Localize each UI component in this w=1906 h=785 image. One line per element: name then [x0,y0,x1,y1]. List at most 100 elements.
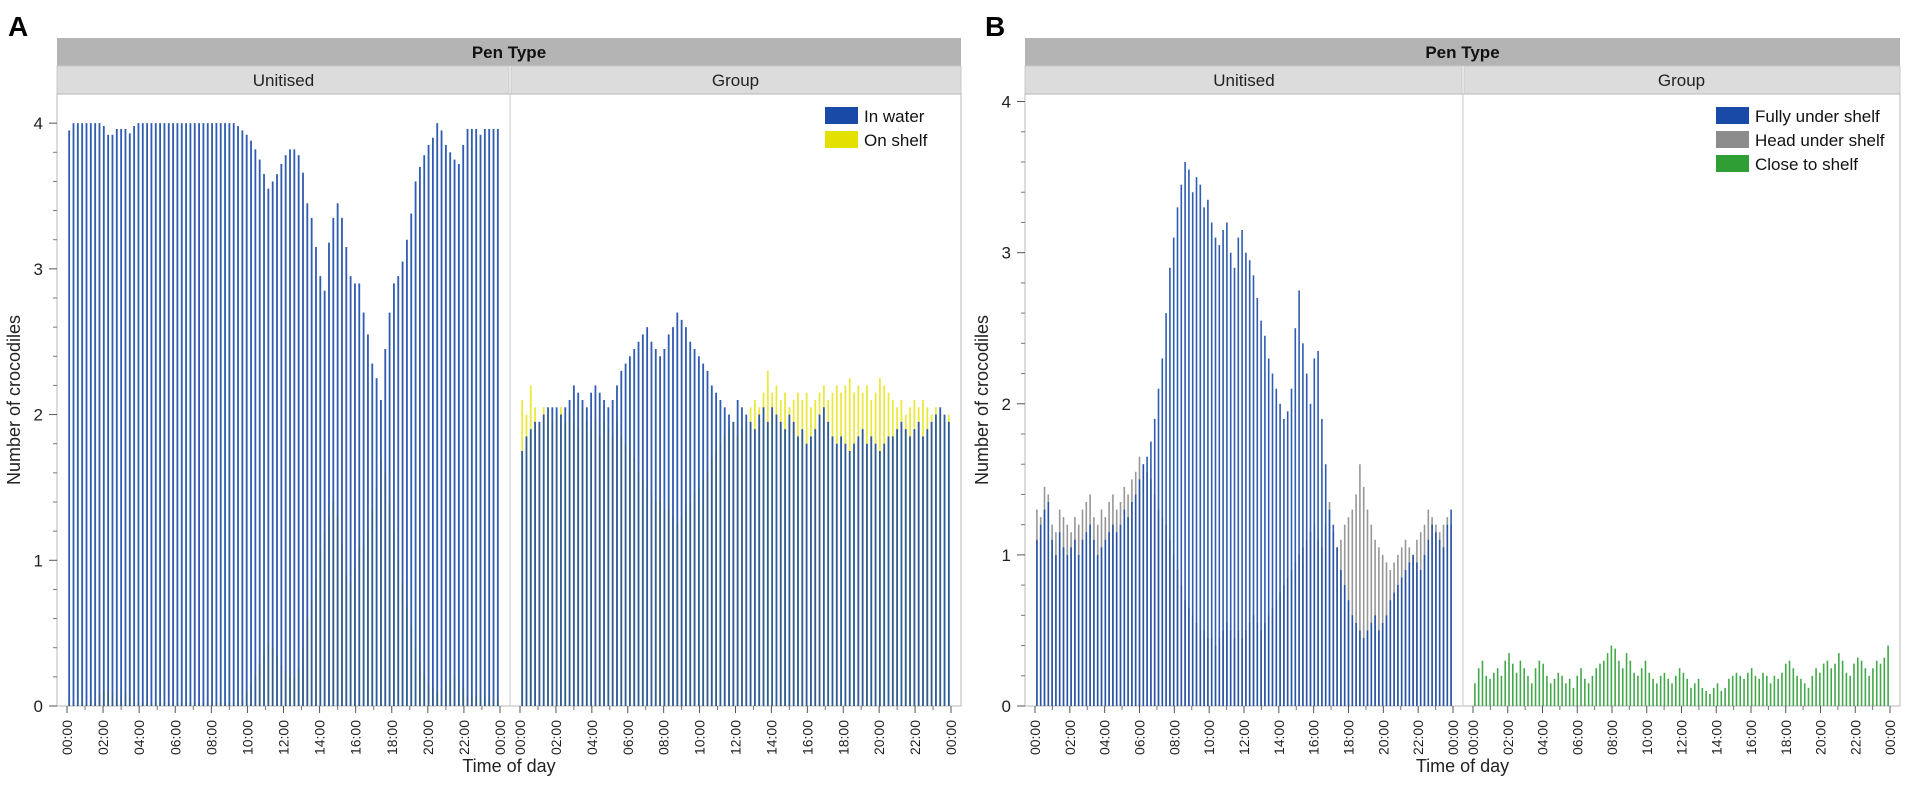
bar-in-water [302,172,304,706]
bar-in-water [189,123,192,706]
bar-in-water [909,436,911,706]
pen-type-label: Pen Type [1425,43,1499,62]
bar-in-water [380,400,382,706]
bar-close-to-shelf [1769,683,1772,706]
bar-close-to-shelf [1595,668,1597,706]
bar-in-water [878,451,881,706]
bar-fully-under-shelf [1264,335,1266,706]
bar-in-water [913,429,916,706]
bar-in-water [861,429,864,706]
bar-in-water [193,123,196,706]
bar-in-water [68,130,71,706]
bar-fully-under-shelf [1226,222,1228,706]
bar-fully-under-shelf [1123,509,1126,706]
bar-in-water [870,436,873,706]
bar-fully-under-shelf [1351,615,1354,706]
bar-fully-under-shelf [1397,585,1399,706]
bar-fully-under-shelf [1062,547,1065,706]
bar-in-water [267,188,270,706]
bar-fully-under-shelf [1081,539,1084,706]
facet-header-group [510,65,962,95]
bar-close-to-shelf [1868,675,1870,706]
bar-in-water [947,421,950,706]
bar-in-water [453,159,456,706]
bar-in-water [646,327,649,706]
bar-close-to-shelf [1614,648,1616,706]
bar-in-water [594,385,597,706]
y-tick-label: 2 [34,406,43,425]
bar-in-water [332,217,335,707]
bar-fully-under-shelf [1378,630,1380,706]
bar-in-water [388,312,391,706]
x-tick-label: 18:00 [1341,720,1357,755]
bar-in-water [810,436,812,706]
bar-close-to-shelf [1803,683,1806,706]
bar-in-water [206,123,209,706]
bar-in-water [801,429,804,706]
bar-close-to-shelf [1667,678,1670,706]
bar-fully-under-shelf [1104,539,1107,706]
bar-close-to-shelf [1652,678,1654,706]
x-tick-label: 16:00 [348,720,364,755]
bar-close-to-shelf [1701,687,1704,706]
bar-close-to-shelf [1474,683,1476,706]
bar-fully-under-shelf [1142,464,1145,706]
bar-close-to-shelf [1538,660,1541,706]
bar-close-to-shelf [1519,660,1522,706]
bar-fully-under-shelf [1245,252,1247,707]
bar-in-water [840,436,842,706]
bar-close-to-shelf [1781,672,1783,706]
y-axis-title: Number of crocodiles [972,315,992,485]
bar-in-water [128,133,131,707]
bar-close-to-shelf [1697,678,1700,706]
facet-label-unitised: Unitised [253,71,314,90]
bar-in-water [258,159,261,706]
bar-fully-under-shelf [1309,403,1312,706]
bar-in-water [375,378,378,706]
bar-in-water [797,436,799,706]
bar-close-to-shelf [1709,693,1711,706]
bar-in-water [676,312,679,706]
bar-fully-under-shelf [1294,328,1297,706]
y-tick-label: 1 [1002,546,1011,565]
bar-in-water [891,436,894,706]
bar-close-to-shelf [1853,663,1855,706]
bar-in-water [866,443,868,706]
bar-fully-under-shelf [1359,630,1361,706]
bar-in-water [844,443,847,706]
legend-swatch-in-water [825,107,858,124]
bar-in-water [98,123,101,706]
bar-in-water [827,421,830,706]
x-tick-label: 08:00 [203,720,219,755]
bar-close-to-shelf [1508,653,1510,706]
bar-fully-under-shelf [1313,358,1316,706]
legend-label-close-to-shelf: Close to shelf [1755,155,1858,174]
bar-in-water [529,429,532,706]
bar-in-water [85,123,88,706]
x-tick-label: 14:00 [312,720,328,755]
bar-in-water [762,407,765,706]
bar-fully-under-shelf [1237,237,1240,706]
x-tick-label: 00:00 [492,720,508,755]
bar-close-to-shelf [1637,675,1639,706]
bar-in-water [297,155,300,706]
bar-fully-under-shelf [1172,237,1175,706]
bar-in-water [107,134,110,707]
bar-fully-under-shelf [1222,230,1224,706]
bar-in-water [598,392,601,706]
bar-close-to-shelf [1705,690,1707,706]
x-tick-label: 22:00 [907,720,923,755]
x-tick-label: 08:00 [1604,720,1620,755]
bar-in-water [185,123,187,706]
bar-close-to-shelf [1663,672,1666,706]
bar-close-to-shelf [1864,668,1867,706]
legend-label-in-water: In water [864,107,925,126]
bar-close-to-shelf [1671,683,1673,706]
bar-in-water [293,149,296,706]
bar-in-water [572,385,575,706]
bar-in-water [349,276,352,706]
legend-swatch-fully-under-shelf [1716,107,1749,124]
bar-close-to-shelf [1724,687,1726,706]
x-tick-label: 02:00 [1062,720,1078,755]
bar-head-under-shelf [1370,524,1373,706]
